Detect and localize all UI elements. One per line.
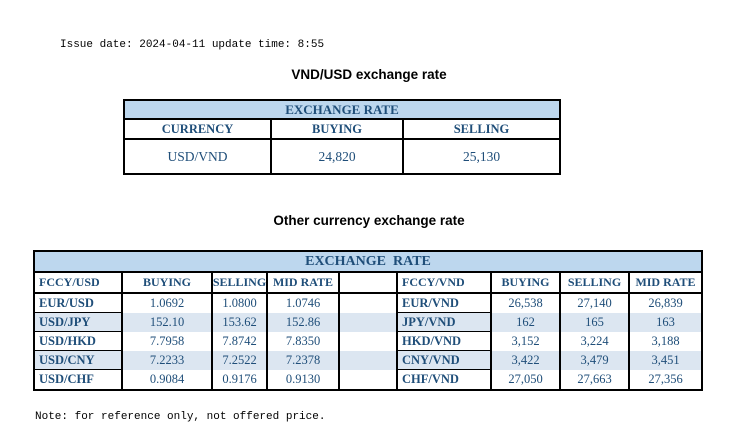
spacer-cell	[340, 294, 398, 313]
usd-vnd-rate-row: USD/VND 24,820 25,130	[125, 140, 559, 173]
table-row: EUR/USD 1.0692 1.0800 1.0746 EUR/VND 26,…	[35, 294, 701, 313]
rate-cell: 27,663	[561, 370, 630, 389]
column-header-buying-usd: BUYING	[123, 273, 213, 292]
usd-table-header-row: CURRENCY BUYING SELLING	[125, 120, 559, 140]
rate-cell: 0.9130	[268, 370, 340, 389]
rate-cell: 0.9176	[213, 370, 268, 389]
spacer-cell	[340, 332, 398, 351]
column-header-midrate-usd: MID RATE	[268, 273, 340, 292]
pair-cell: EUR/USD	[35, 294, 123, 313]
pair-cell: USD/CNY	[35, 351, 123, 370]
pair-cell: CNY/VND	[398, 351, 492, 370]
rate-cell: 3,451	[651, 353, 680, 367]
rate-cell: 27,356	[648, 372, 683, 386]
usd-vnd-table: EXCHANGE RATE CURRENCY BUYING SELLING US…	[123, 99, 561, 175]
other-table-title: Other currency exchange rate	[273, 213, 465, 228]
column-header-fccy-usd: FCCY/USD	[35, 273, 123, 292]
pair-cell: CHF/VND	[398, 370, 492, 389]
pair-cell: EUR/VND	[398, 294, 492, 313]
note-text: Note: for reference only, not offered pr…	[35, 411, 326, 423]
spacer-cell	[340, 370, 398, 389]
table-row: USD/HKD 7.7958 7.8742 7.8350 HKD/VND 3,1…	[35, 332, 701, 351]
rate-cell: 27,050	[492, 370, 561, 389]
rate-cell: 7.2233	[123, 351, 213, 370]
other-table-banner: EXCHANGE RATE	[35, 252, 701, 273]
rate-cell: 1.0746	[268, 294, 340, 313]
column-header-currency: CURRENCY	[125, 120, 272, 138]
rate-cell: 7.8742	[213, 332, 268, 351]
rate-cell: 3,422	[492, 351, 561, 370]
rate-cell: 165	[561, 313, 630, 332]
other-currency-table: EXCHANGE RATE FCCY/USD BUYING SELLING MI…	[33, 250, 703, 391]
rate-cell: 163	[656, 315, 675, 329]
rate-cell: 27,140	[561, 294, 630, 313]
spacer-cell	[340, 313, 398, 332]
rate-cell: 3,152	[492, 332, 561, 351]
column-header-selling-usd: SELLING	[213, 273, 268, 292]
pair-cell: USD/CHF	[35, 370, 123, 389]
rate-cell: 7.7958	[123, 332, 213, 351]
pair-cell: USD/JPY	[35, 313, 123, 332]
rate-cell: 1.0800	[213, 294, 268, 313]
rate-cell: 26,538	[492, 294, 561, 313]
buying-rate-cell: 24,820	[272, 140, 404, 173]
rate-cell: 3,224	[561, 332, 630, 351]
column-header-selling-vnd: SELLING	[561, 273, 630, 292]
usd-table-banner: EXCHANGE RATE	[125, 101, 559, 120]
table-row: USD/CHF 0.9084 0.9176 0.9130 CHF/VND 27,…	[35, 370, 701, 389]
other-table-header-row: FCCY/USD BUYING SELLING MID RATE FCCY/VN…	[35, 273, 701, 294]
rate-cell: 0.9084	[123, 370, 213, 389]
rate-cell: 7.8350	[268, 332, 340, 351]
pair-cell: JPY/VND	[398, 313, 492, 332]
spacer-cell	[340, 273, 398, 292]
pair-cell: USD/HKD	[35, 332, 123, 351]
rate-cell: 152.10	[123, 313, 213, 332]
pair-cell: HKD/VND	[398, 332, 492, 351]
rate-cell: 7.2378	[268, 351, 340, 370]
currency-pair-cell: USD/VND	[125, 140, 272, 173]
table-row: USD/JPY 152.10 153.62 152.86 JPY/VND 162…	[35, 313, 701, 332]
column-header-fccy-vnd: FCCY/VND	[398, 273, 492, 292]
rate-cell: 7.2522	[213, 351, 268, 370]
issue-date-text: Issue date: 2024-04-11 update time: 8:55	[60, 39, 325, 51]
rate-cell: 152.86	[268, 313, 340, 332]
rate-cell: 153.62	[213, 313, 268, 332]
usd-table-title: VND/USD exchange rate	[291, 67, 447, 82]
column-header-midrate-vnd: MID RATE	[635, 275, 696, 289]
rate-cell: 162	[492, 313, 561, 332]
column-header-selling: SELLING	[453, 121, 510, 136]
rate-cell: 3,479	[561, 351, 630, 370]
rate-cell: 26,839	[648, 296, 683, 310]
spacer-cell	[340, 351, 398, 370]
rate-cell: 1.0692	[123, 294, 213, 313]
column-header-buying: BUYING	[272, 120, 404, 138]
column-header-buying-vnd: BUYING	[492, 273, 561, 292]
rate-cell: 3,188	[651, 334, 680, 348]
table-row: USD/CNY 7.2233 7.2522 7.2378 CNY/VND 3,4…	[35, 351, 701, 370]
selling-rate-cell: 25,130	[462, 148, 501, 164]
